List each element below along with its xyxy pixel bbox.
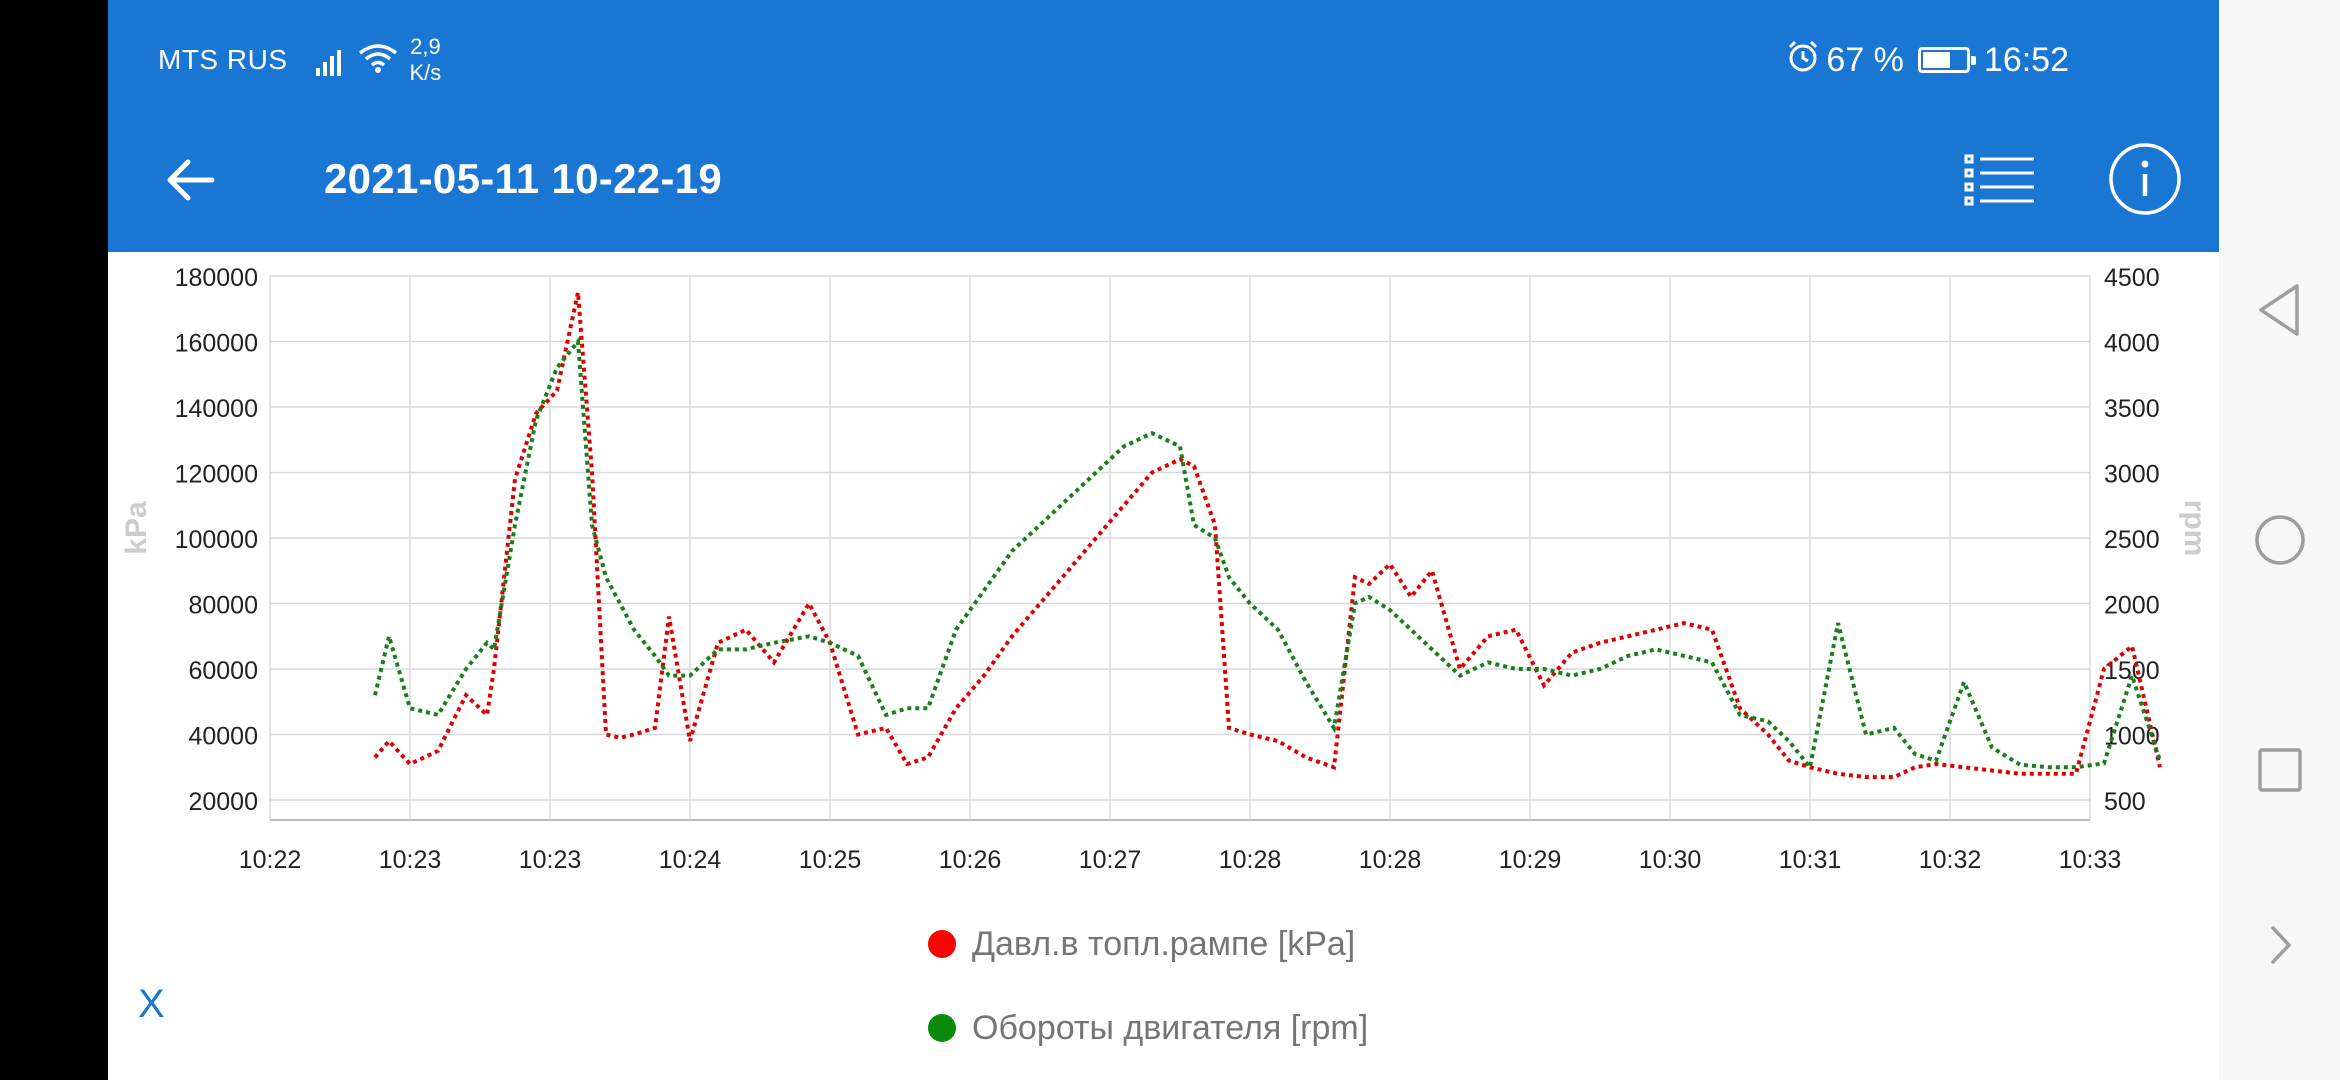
x-tick-label: 10:23 <box>519 846 582 874</box>
arrow-left-icon <box>167 159 215 201</box>
clock: 16:52 <box>1983 40 2069 79</box>
network-speed-value: 2,9 <box>410 34 441 59</box>
y-left-tick-label: 60000 <box>188 657 258 685</box>
y-left-tick-label: 160000 <box>175 330 258 358</box>
system-navigation-bar <box>2219 0 2340 1080</box>
x-tick-label: 10:29 <box>1499 846 1562 874</box>
chart-legend: Давл.в топл.рампе [kPa] Обороты двигател… <box>928 902 1368 1070</box>
nav-back-button[interactable] <box>2219 265 2340 355</box>
x-tick-label: 10:27 <box>1079 846 1142 874</box>
list-icon <box>1964 154 2034 206</box>
nav-recents-button[interactable] <box>2219 725 2340 815</box>
x-tick-label: 10:31 <box>1779 846 1842 874</box>
nav-expand-button[interactable] <box>2219 900 2340 990</box>
legend-swatch-pressure <box>928 930 956 958</box>
y-right-tick-label: 3000 <box>2104 461 2160 489</box>
close-button[interactable]: X <box>138 982 165 1026</box>
series-line-rpm <box>373 336 2162 772</box>
y-left-tick-label: 20000 <box>188 788 258 816</box>
back-button[interactable] <box>160 150 220 210</box>
wifi-icon <box>358 42 398 79</box>
network-speed: 2,9 K/s <box>410 34 442 86</box>
app-bar: MTS RUS 2,9 K/s <box>108 0 2219 252</box>
carrier-label: MTS RUS <box>158 44 288 75</box>
status-bar-right: 67 % 16:52 <box>1786 32 2069 88</box>
x-tick-label: 10:25 <box>799 846 862 874</box>
x-tick-label: 10:28 <box>1359 846 1422 874</box>
info-button[interactable] <box>2108 142 2182 216</box>
y-right-tick-label: 2000 <box>2104 592 2160 620</box>
battery-icon <box>1917 47 1976 73</box>
legend-item-rpm: Обороты двигателя [rpm] <box>928 986 1368 1070</box>
info-icon <box>2109 143 2181 215</box>
y-left-axis-title: kPa <box>120 501 153 555</box>
y-right-axis-title: rpm <box>2178 500 2211 557</box>
legend-label-rpm: Обороты двигателя [rpm] <box>972 1008 1369 1047</box>
screen-left-edge <box>0 0 108 1080</box>
app-window: MTS RUS 2,9 K/s <box>108 0 2219 1080</box>
y-left-tick-label: 80000 <box>188 592 258 620</box>
y-right-tick-label: 4500 <box>2104 264 2160 292</box>
home-circle-icon <box>2254 515 2305 565</box>
chart-area: 20000 500 40000 1000 60000 1500 80000 2000 10000… <box>108 252 2219 1080</box>
series-line-pressure <box>373 291 2162 780</box>
back-triangle-icon <box>2258 284 2299 336</box>
network-speed-unit: K/s <box>409 60 442 85</box>
signal-icon <box>315 44 344 76</box>
legend-swatch-rpm <box>928 1014 956 1042</box>
legend-label-pressure: Давл.в топл.рампе [kPa] <box>972 924 1356 963</box>
x-tick-label: 10:24 <box>659 846 722 874</box>
x-tick-label: 10:23 <box>379 846 442 874</box>
legend-item-pressure: Давл.в топл.рампе [kPa] <box>928 902 1368 986</box>
list-button[interactable] <box>1964 150 2036 210</box>
y-left-tick-label: 100000 <box>175 526 258 554</box>
y-right-tick-label: 4000 <box>2104 330 2160 358</box>
y-right-tick-label: 2500 <box>2104 526 2160 554</box>
y-left-tick-label: 180000 <box>175 264 258 292</box>
x-tick-label: 10:32 <box>1919 846 1982 874</box>
alarm-icon <box>1786 39 1820 82</box>
y-left-tick-label: 140000 <box>175 395 258 423</box>
x-tick-label: 10:30 <box>1639 846 1702 874</box>
x-tick-label: 10:22 <box>239 846 302 874</box>
y-left-tick-label: 40000 <box>188 723 258 751</box>
x-tick-label: 10:33 <box>2059 846 2122 874</box>
status-bar-left: MTS RUS 2,9 K/s <box>158 32 441 88</box>
nav-home-button[interactable] <box>2219 495 2340 585</box>
y-left-tick-label: 120000 <box>175 461 258 489</box>
x-tick-label: 10:26 <box>939 846 1002 874</box>
recents-square-icon <box>2257 748 2302 792</box>
y-right-tick-label: 3500 <box>2104 395 2160 423</box>
page-title: 2021-05-11 10-22-19 <box>324 155 723 202</box>
x-tick-label: 10:28 <box>1219 846 1282 874</box>
chevron-right-icon <box>2270 926 2291 964</box>
y-right-tick-label: 500 <box>2104 788 2146 816</box>
battery-percent: 67 % <box>1826 40 1904 79</box>
